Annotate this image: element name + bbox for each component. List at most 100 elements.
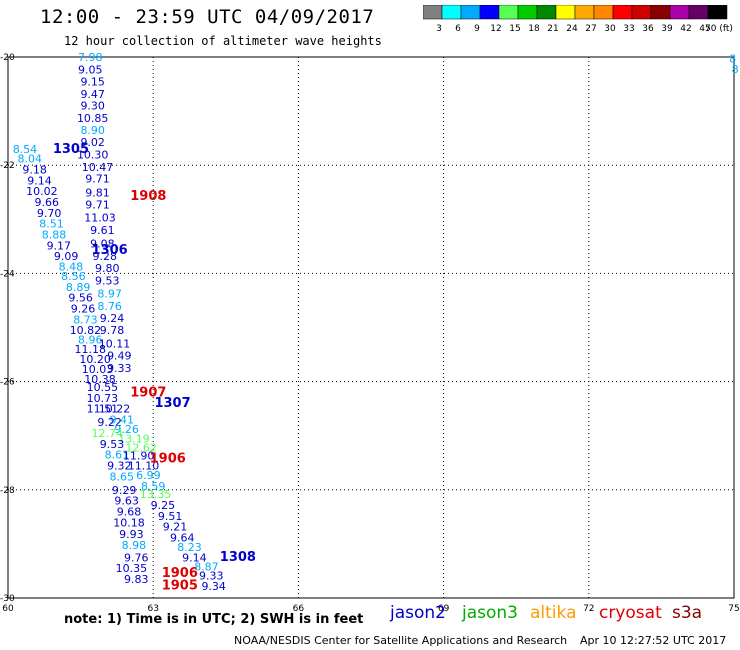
wave-height-value: 7.98 [78,51,103,64]
satellite-label-cryosat: cryosat [599,603,662,623]
legend-label: 12 [490,24,501,34]
legend-label: 3 [436,24,442,34]
lat-tick-label: -30 [0,594,15,604]
wave-height-value: 10.85 [77,112,109,125]
wave-height-value: 9.64 [170,531,195,544]
wave-height-value: 9.63 [114,495,139,508]
wave-height-value: 9.53 [100,438,125,451]
wave-height-value: 9.32 [107,459,132,472]
pass-time-label: 1905 [162,578,198,593]
wave-height-value: 9.34 [201,580,226,593]
wave-height-value: 8.88 [42,228,67,241]
wave-height-value: 10.22 [99,403,131,416]
legend-label: 39 [661,24,673,34]
legend-label: 18 [528,24,540,34]
pass-time-label: 1307 [154,396,190,411]
wave-height-value-edge: 8 [729,53,736,66]
pass-time-label: 1908 [130,189,166,204]
wave-height-value: 8.51 [39,218,64,231]
lon-tick-label: 72 [583,604,594,614]
credit-line: NOAA/NESDIS Center for Satellite Applica… [234,634,568,647]
wave-height-value: 11.90 [123,450,155,463]
wave-height-value: 11.18 [75,343,107,356]
wave-height-value: 9.18 [22,164,47,177]
wave-height-value: 8.76 [97,300,122,313]
wave-height-value: 9.33 [199,569,224,582]
wave-height-value: 10.03 [82,363,114,376]
wave-height-value: 8.65 [109,470,134,483]
pass-time-label: 1306 [92,243,128,258]
lon-tick-label: 63 [147,604,158,614]
legend-label: 45 [699,24,710,34]
wave-height-value: 10.38 [84,373,116,386]
wave-height-value: 8.96 [78,333,103,346]
wave-height-value: 10.30 [77,148,109,161]
legend-label: 24 [566,24,578,34]
wave-height-value: 9.14 [182,551,207,564]
wave-height-value: 8.48 [59,260,84,273]
wave-height-value: 10.18 [113,516,145,529]
wave-height-value: 9.25 [151,499,176,512]
lon-tick-label: 69 [438,604,450,614]
wave-height-value: 11.51 [87,403,119,416]
wave-height-value: 9.78 [100,324,125,337]
wave-height-value: 8.87 [194,561,219,574]
lat-tick-label: -24 [0,269,15,279]
wave-height-value: 9.26 [71,303,96,316]
map-frame [7,56,735,599]
legend-label: 36 [642,24,654,34]
wave-height-value: 12.74 [91,427,123,440]
lon-tick-label: 60 [2,604,14,614]
wave-height-value: 10.02 [26,185,58,198]
wave-height-value: 9.51 [158,510,183,523]
wave-height-value: 9.68 [117,505,142,518]
pass-time-label: 1907 [130,385,166,400]
wave-height-value: 9.53 [95,274,120,287]
wave-height-value: 9.41 [109,413,134,426]
wave-height-value: 9.26 [114,423,139,436]
wave-height-value: 9.21 [163,521,188,534]
pass-time-label: 1305 [53,142,89,157]
wave-height-value: 9.02 [80,136,105,149]
satellite-label-s3a: s3a [672,603,703,623]
wave-height-value: 9.17 [47,239,72,252]
lat-tick-label: -22 [0,161,15,171]
wave-height-value: 10.11 [99,338,131,351]
wave-height-value: 8.04 [18,153,43,166]
wave-height-value: 8.90 [80,124,105,137]
wave-height-value: 9.71 [85,173,110,186]
wave-height-value: 9.47 [80,88,105,101]
wave-height-value: 11.10 [128,459,160,472]
legend-label: 30 [604,24,616,34]
wave-height-value: 9.71 [85,199,110,212]
wave-height-value: 8.54 [13,143,38,156]
lon-tick-label: 66 [293,604,305,614]
pass-time-label: 1906 [162,566,198,581]
lat-tick-label: -28 [0,486,15,496]
wave-height-value: 9.08 [90,238,115,251]
wave-height-value: 8.97 [97,287,122,300]
wave-height-value: 9.83 [124,573,149,586]
wave-height-value: 9.66 [34,196,59,209]
generated-timestamp: Apr 10 12:27:52 UTC 2017 [580,634,727,647]
wave-height-value: 9.28 [93,250,118,263]
wave-height-value: 9.61 [90,224,115,237]
wave-height-value: 9.15 [80,75,105,88]
wave-height-value: 9.81 [85,186,110,199]
lon-tick-label: 75 [728,604,739,614]
wave-height-value: 9.56 [68,292,93,305]
wave-height-value: 9.49 [107,350,132,363]
wave-height-value: 10.47 [82,161,114,174]
wave-height-value: 9.29 [112,484,137,497]
wave-height-value: 9.93 [119,528,144,541]
map-subtitle: 12 hour collection of altimeter wave hei… [64,34,382,48]
wave-height-value: 9.05 [78,63,103,76]
satellite-label-jason3: jason3 [462,603,518,623]
wave-height-value: 9.30 [80,100,105,113]
wave-height-value-edge: 8 [732,63,739,76]
legend-label: 21 [547,24,558,34]
wave-height-value: 8.89 [66,281,91,294]
wave-height-value: 6.99 [136,469,161,482]
